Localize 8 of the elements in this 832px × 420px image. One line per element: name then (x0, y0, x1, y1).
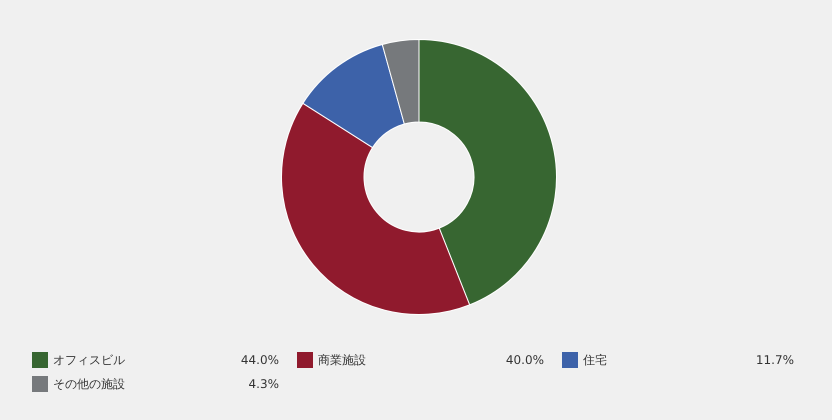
legend-label: オフィスビル (53, 352, 126, 368)
data-label: 4.3% (248, 377, 279, 391)
data-label: 11.7% (756, 353, 794, 367)
legend-label: 商業施設 (318, 352, 367, 368)
legend-label: 住宅 (583, 352, 608, 368)
data-label: 40.0% (506, 353, 544, 367)
data-label: 44.0% (240, 353, 279, 367)
legend-label: その他の施設 (53, 376, 126, 392)
